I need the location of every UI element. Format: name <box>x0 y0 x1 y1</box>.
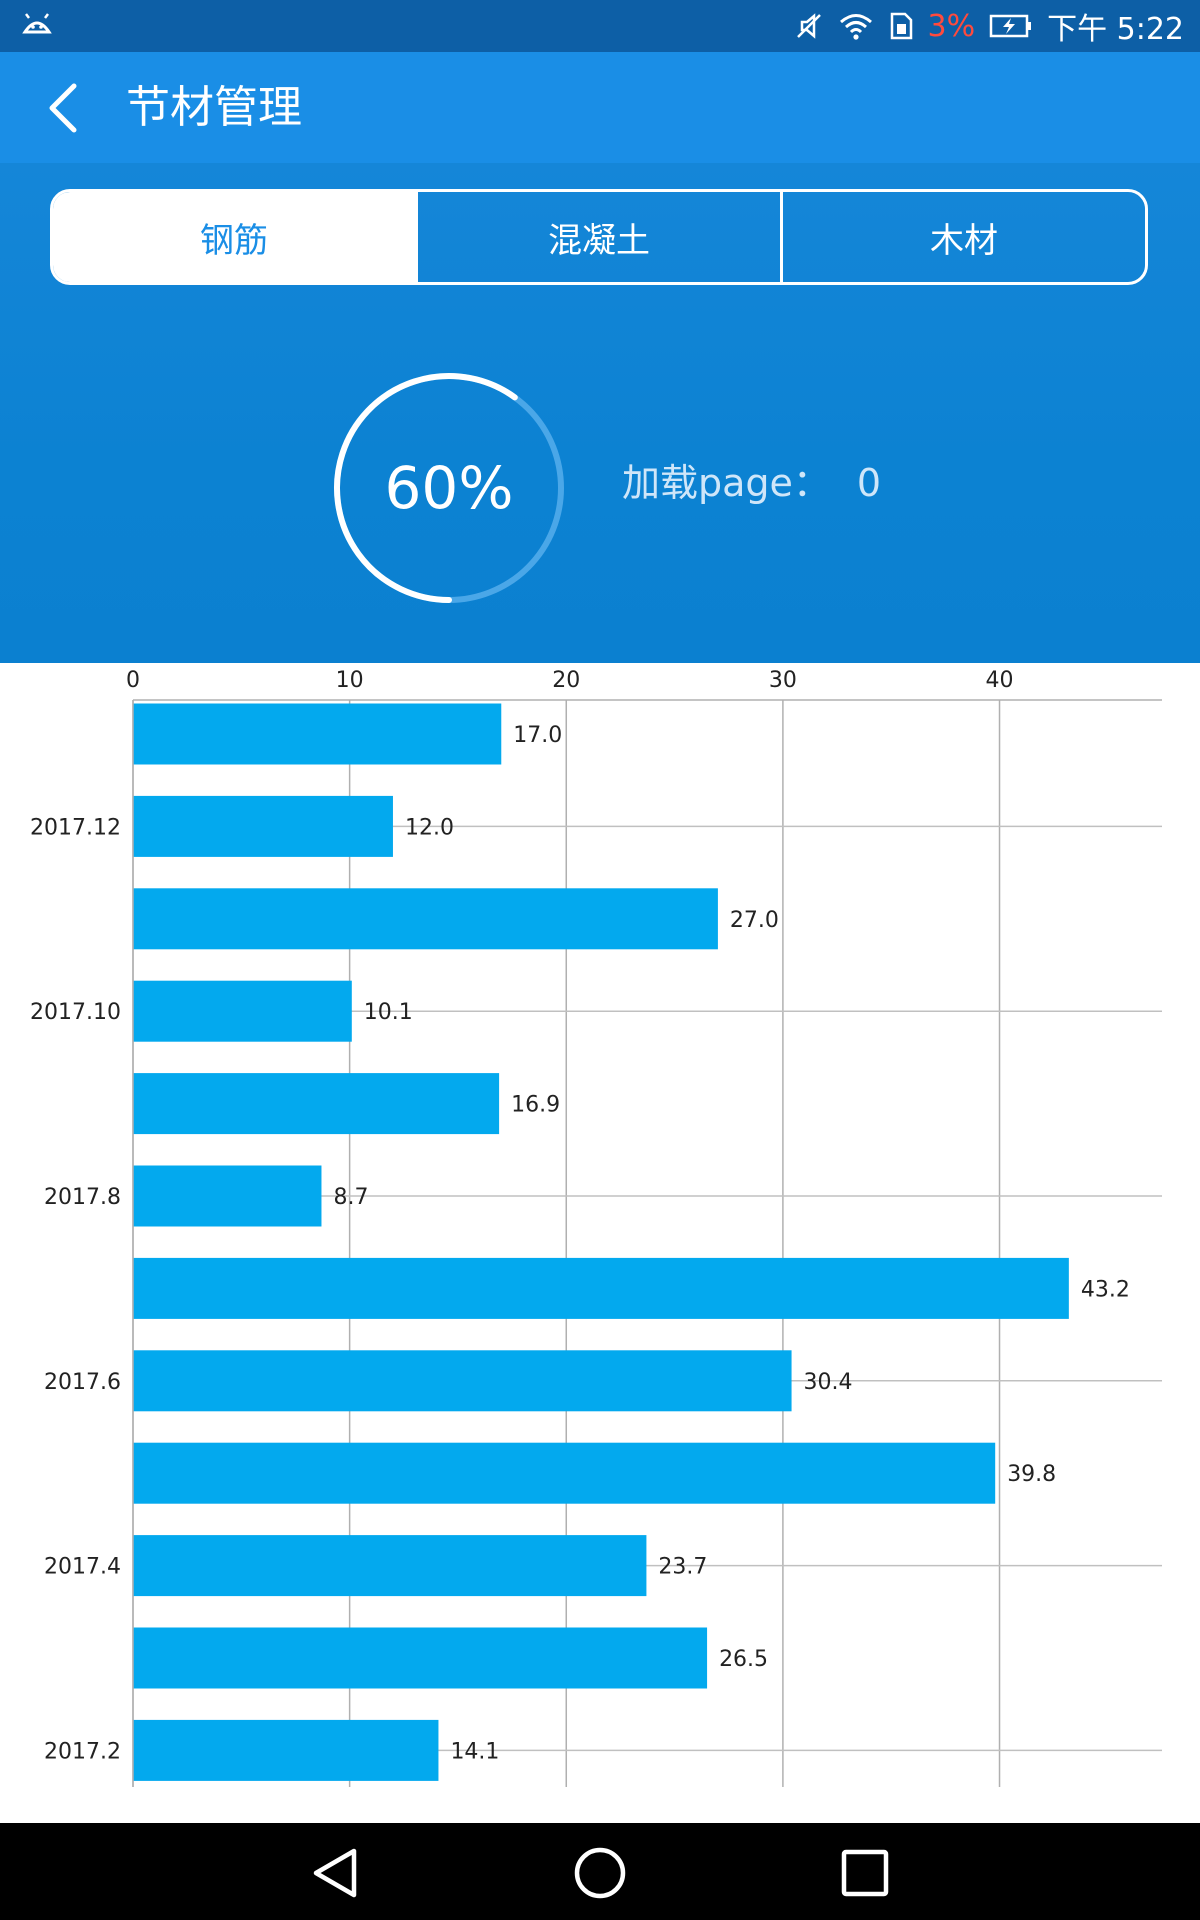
x-tick-label: 40 <box>986 668 1014 693</box>
bar <box>133 1350 792 1412</box>
status-icons: 3% 下午 5:22 <box>794 0 1184 52</box>
material-tabs: 钢筋 混凝土 木材 <box>50 189 1148 285</box>
system-nav-bar <box>0 1823 1200 1920</box>
tab-timber[interactable]: 木材 <box>780 192 1145 282</box>
bar <box>133 980 352 1042</box>
load-page-label: 加载page： <box>622 461 831 505</box>
android-debug-icon <box>22 13 52 34</box>
bar <box>133 888 718 950</box>
bar-value-label: 30.4 <box>804 1370 853 1395</box>
bar-value-label: 17.0 <box>513 723 562 748</box>
load-page-value: 0 <box>856 461 882 505</box>
chevron-left-icon[interactable] <box>36 78 96 138</box>
mute-icon <box>796 13 821 39</box>
sim-icon <box>890 12 912 40</box>
bar-value-label: 26.5 <box>719 1647 768 1672</box>
bar-value-label: 10.1 <box>364 1000 413 1025</box>
recents-square-icon[interactable] <box>835 1843 895 1903</box>
bar <box>133 1165 322 1227</box>
bar-value-label: 16.9 <box>511 1093 560 1118</box>
bar <box>133 1535 647 1597</box>
bar-value-label: 39.8 <box>1007 1462 1056 1487</box>
bar-value-label: 8.7 <box>333 1185 368 1210</box>
bar-value-label: 43.2 <box>1081 1277 1130 1302</box>
clock: 下午 5:22 <box>1047 12 1184 47</box>
bar <box>133 1257 1069 1319</box>
bar-chart: 0 10 20 30 40 2017.12 2017.10 2017.8 2017.6 2017.… <box>0 663 1200 1823</box>
x-tick-label: 10 <box>336 668 364 693</box>
app-bar: 节材管理 <box>0 52 1200 163</box>
bar <box>133 1719 439 1781</box>
bar-value-label: 12.0 <box>405 815 454 840</box>
tab-rebar[interactable]: 钢筋 <box>53 192 415 282</box>
bar-value-label: 14.1 <box>450 1739 499 1764</box>
bar-value-label: 23.7 <box>658 1555 707 1580</box>
y-tick-label: 2017.4 <box>44 1555 121 1580</box>
x-tick-label: 0 <box>126 668 140 693</box>
y-tick-label: 2017.2 <box>44 1739 121 1764</box>
status-bar: 3% 下午 5:22 <box>0 0 1200 52</box>
bar <box>133 1627 708 1689</box>
page-title: 节材管理 <box>126 82 302 133</box>
tab-concrete[interactable]: 混凝土 <box>415 192 780 282</box>
progress-ring <box>334 373 564 603</box>
y-tick-label: 2017.8 <box>44 1185 121 1210</box>
back-triangle-icon[interactable] <box>306 1843 366 1903</box>
wifi-icon <box>839 14 872 40</box>
progress-arc <box>334 373 518 603</box>
y-tick-label: 2017.10 <box>30 1000 121 1025</box>
summary-panel: 钢筋 混凝土 木材 60% 加载page： 0 <box>0 163 1200 663</box>
progress-label: 60% <box>384 454 514 522</box>
x-tick-label: 20 <box>552 668 580 693</box>
load-info: 加载page： 0 <box>622 453 881 513</box>
x-tick-label: 30 <box>769 668 797 693</box>
bar <box>133 1073 500 1135</box>
y-tick-label: 2017.6 <box>44 1370 121 1395</box>
battery-charging-icon <box>989 14 1032 38</box>
bar <box>133 703 502 765</box>
bar <box>133 795 393 857</box>
bar-chart-svg: 0 10 20 30 40 2017.12 2017.10 2017.8 2017.6 2017.… <box>30 668 1162 1787</box>
bar-value-label: 27.0 <box>730 908 779 933</box>
home-circle-icon[interactable] <box>570 1843 630 1903</box>
y-tick-label: 2017.12 <box>30 815 121 840</box>
battery-percent: 3% <box>927 8 976 44</box>
bar <box>133 1442 996 1504</box>
